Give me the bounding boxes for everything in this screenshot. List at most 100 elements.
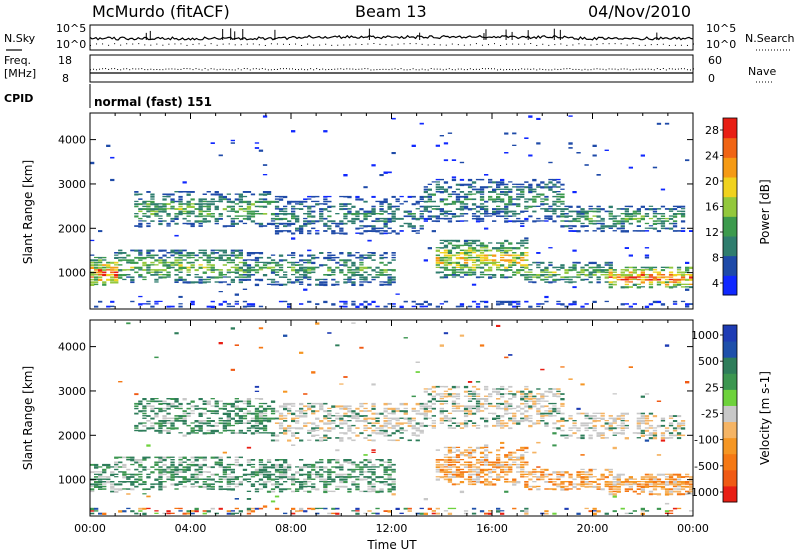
echo-cell (327, 490, 332, 492)
echo-cell (411, 395, 416, 398)
echo-cell (443, 446, 449, 449)
echo-cell (640, 205, 645, 208)
echo-cell (455, 200, 461, 203)
echo-cell (327, 481, 332, 483)
echo-cell (90, 483, 95, 486)
echo-cell (471, 256, 477, 259)
echo-cell (387, 478, 392, 481)
echo-cell (572, 230, 577, 232)
echo-cell (234, 217, 239, 220)
echo-cell (572, 269, 577, 271)
echo-cell (254, 415, 260, 418)
echo-cell (307, 249, 312, 252)
noise-search-point (367, 43, 369, 45)
echo-cell (668, 227, 674, 230)
echo-cell (242, 222, 248, 225)
echo-cell (431, 402, 436, 405)
echo-cell (214, 512, 219, 515)
nave-label: Nave (748, 65, 776, 78)
echo-cell (427, 188, 432, 191)
echo-cell (150, 271, 155, 273)
echo-cell (484, 395, 489, 397)
echo-cell (379, 281, 384, 283)
echo-cell (94, 485, 99, 488)
echo-cell (303, 266, 308, 269)
echo-cell (475, 215, 481, 218)
echo-cell (278, 424, 284, 427)
nave-point (566, 68, 568, 70)
echo-cell (496, 264, 501, 267)
echo-cell (234, 415, 239, 417)
echo-cell (383, 415, 388, 417)
echo-cell (138, 274, 143, 277)
echo-cell (166, 417, 171, 420)
echo-cell (644, 278, 650, 281)
echo-cell (371, 422, 376, 424)
echo-cell (166, 261, 171, 264)
echo-cell (475, 305, 481, 308)
echo-cell (620, 222, 625, 225)
echo-cell (540, 186, 545, 189)
echo-cell (246, 215, 252, 218)
echo-cell (596, 264, 601, 267)
echo-cell (471, 208, 477, 210)
echo-cell (467, 269, 473, 271)
echo-cell (138, 256, 143, 259)
echo-cell (351, 439, 356, 442)
echo-cell (475, 266, 481, 269)
nave-point (484, 68, 486, 70)
echo-cell (166, 476, 171, 478)
echo-cell (443, 254, 449, 257)
echo-cell (524, 276, 529, 279)
echo-cell (500, 427, 505, 429)
echo-cell (283, 512, 288, 515)
echo-cell (278, 405, 284, 408)
echo-cell (391, 215, 396, 218)
echo-cell (540, 476, 545, 478)
echo-cell (520, 402, 525, 405)
echo-cell (608, 210, 613, 213)
echo-cell (315, 200, 320, 203)
echo-cell (475, 405, 481, 408)
echo-cell (198, 424, 203, 428)
echo-cell (383, 420, 388, 422)
nave-point (397, 69, 399, 71)
echo-cell (246, 490, 252, 492)
echo-cell (270, 483, 276, 486)
echo-cell (146, 254, 151, 257)
echo-cell (202, 420, 207, 422)
echo-cell (391, 478, 396, 481)
echo-cell (391, 439, 396, 442)
echo-cell (447, 186, 453, 189)
echo-cell (540, 220, 545, 222)
echo-cell (528, 305, 533, 308)
echo-cell (383, 271, 388, 273)
echo-cell (178, 459, 183, 461)
echo-cell (660, 266, 666, 268)
echo-cell (246, 473, 252, 476)
echo-cell (467, 247, 473, 250)
echo-cell (516, 422, 521, 425)
echo-cell (226, 276, 231, 278)
echo-cell (455, 252, 461, 254)
echo-cell (150, 210, 155, 213)
echo-cell (488, 412, 493, 414)
echo-cell (287, 220, 292, 222)
echo-cell (98, 476, 103, 478)
echo-cell (620, 230, 625, 233)
echo-cell (644, 266, 650, 269)
echo-cell (170, 305, 175, 308)
echo-cell (218, 459, 223, 461)
nave-point (285, 68, 287, 70)
echo-cell (134, 402, 139, 405)
nave-point (288, 68, 290, 70)
echo-cell (504, 132, 509, 135)
echo-cell (467, 186, 473, 189)
echo-cell (194, 407, 199, 410)
echo-cell (528, 395, 533, 398)
echo-cell (190, 252, 195, 254)
echo-cell (182, 410, 187, 413)
echo-cell (479, 410, 485, 412)
echo-cell (636, 424, 641, 428)
echo-cell (383, 410, 388, 413)
